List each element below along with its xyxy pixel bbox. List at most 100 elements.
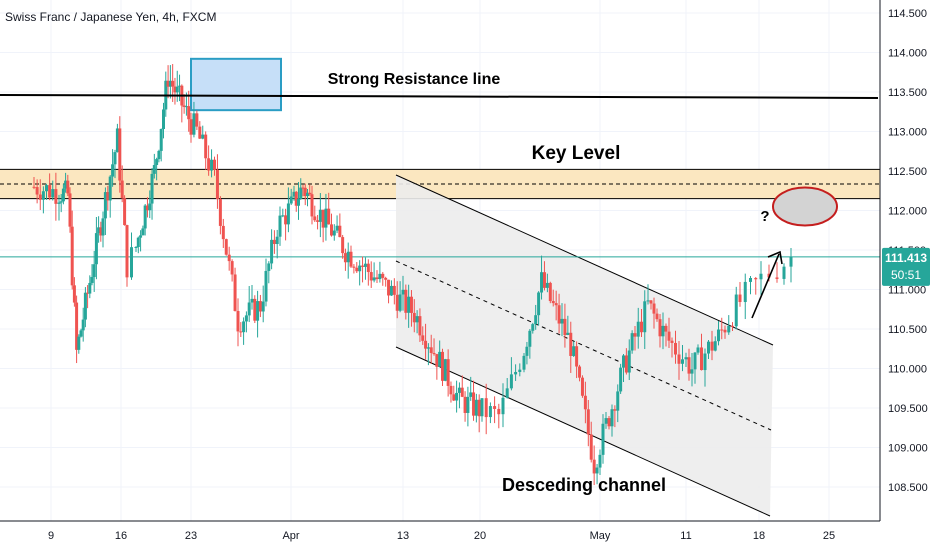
candle-body [111,164,115,177]
candle-body [572,346,576,356]
candle-body [192,113,196,135]
candle-body [782,266,786,279]
candle-body [661,325,665,337]
candle-body [221,225,225,240]
candle [155,157,159,181]
candle [297,181,300,220]
candle-body [392,285,396,295]
candle [480,398,484,422]
candle-body [310,194,314,217]
candle-body [493,406,497,409]
candle-body [514,371,518,375]
candle [661,312,665,350]
candle [545,273,549,293]
candle-body [166,80,170,87]
candle-body [749,278,752,282]
candle [624,348,628,375]
candle-body [51,189,55,198]
candle [384,276,388,287]
time-axis-ticks: 9 16 23 Apr 13 20 May 11 18 25 [48,530,835,542]
candle [528,328,532,359]
candle-body [198,126,202,139]
candle [173,77,177,105]
candle-body [509,374,513,389]
y-tick-label: 112.000 [888,206,927,218]
y-tick-label: 109.000 [888,443,928,455]
x-tick-label: 11 [680,530,691,542]
candle-body [633,333,637,337]
candle [352,264,356,274]
candle [457,382,461,409]
candle-body [775,277,779,279]
candle-body [472,392,476,416]
candle [441,348,444,386]
candle [466,386,470,427]
candle [281,208,285,218]
candle-body [664,325,668,332]
x-tick-label: 13 [397,530,409,542]
y-tick-label: 113.500 [888,87,927,99]
candle-body [292,191,296,197]
candle [250,284,254,310]
candle-body [429,347,433,353]
candle [72,277,76,307]
candle-body [731,325,734,327]
candle-body [767,273,771,278]
candle [189,112,193,143]
candle [578,364,582,382]
candle-body [703,353,707,371]
candle [306,189,309,207]
candle [474,393,478,423]
candle [412,299,416,333]
candle [432,338,436,356]
candle [438,340,442,367]
candle [51,180,55,201]
candle-body [88,282,92,294]
time-axis-panel[interactable] [0,521,932,550]
y-tick-label: 111.000 [888,285,926,297]
candle [213,156,216,176]
candle [572,341,576,357]
candle [289,188,293,205]
candle-body [455,392,459,401]
candle [66,174,70,197]
candle [45,183,48,200]
candle-body [175,86,179,93]
candle [308,184,312,196]
candle [258,294,262,318]
candle [201,125,205,140]
candle [649,299,653,310]
candle [218,196,222,235]
candle [316,214,320,230]
candle-body [466,396,470,413]
candle-body [693,352,697,370]
candle-body [308,192,312,195]
candle-body [583,395,587,410]
candle [700,333,703,371]
candle-body [548,282,552,302]
candle-body [578,366,582,378]
candle [670,337,674,358]
candle [335,215,339,234]
candle [358,260,362,286]
candle [643,290,647,350]
candle-body [497,408,501,415]
candle-body [90,277,94,283]
candle-body [201,134,205,139]
candle [239,322,243,337]
candle [303,183,307,206]
candle-body [569,332,573,356]
question-mark-label: ? [760,208,769,225]
candle [389,280,393,296]
candle-body [460,387,464,397]
candle-body [566,332,570,336]
projection-arrow-line [751,253,780,319]
candle-body [443,359,447,381]
candle [253,295,257,324]
candle [717,320,720,346]
candle [195,110,199,131]
candle [230,259,234,282]
candle-body [501,397,505,415]
candle-body [407,296,411,313]
